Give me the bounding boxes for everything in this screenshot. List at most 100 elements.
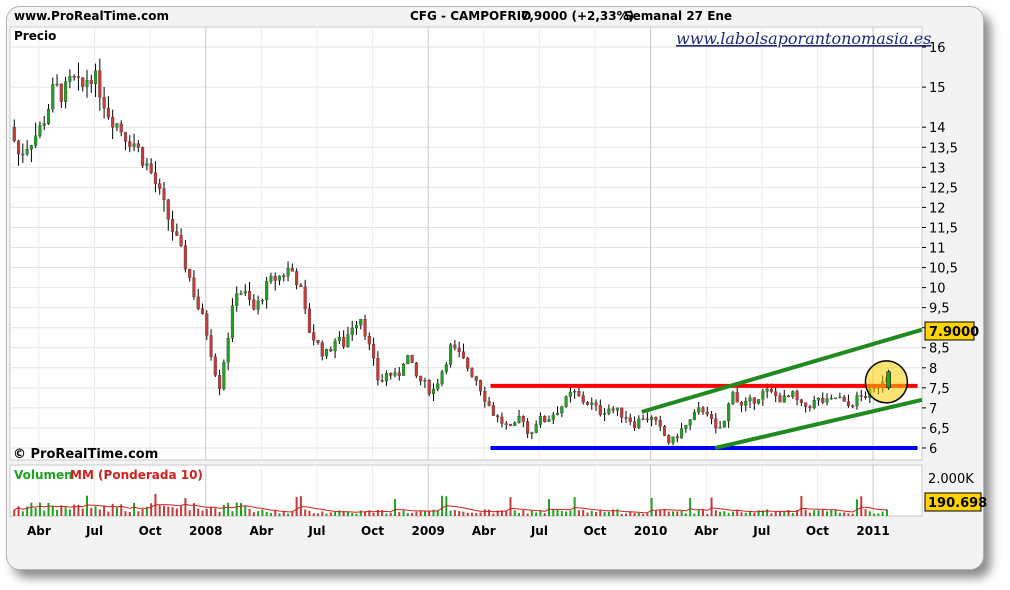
volume-bar <box>595 511 598 516</box>
candle-body <box>662 426 667 436</box>
y-tick-label: 14 <box>929 121 946 136</box>
candle-body <box>282 275 286 277</box>
volume-bar <box>778 511 781 516</box>
volume-bar <box>398 512 401 516</box>
candle-body <box>200 308 205 314</box>
volume-bar <box>496 510 499 516</box>
volume-bar <box>774 511 777 516</box>
volume-bar <box>261 509 264 516</box>
volume-bar <box>269 512 272 516</box>
volume-bar <box>419 510 422 516</box>
candle-body <box>196 296 200 309</box>
volume-bar <box>423 510 426 516</box>
x-tick-label: Abr <box>694 524 718 538</box>
volume-bar <box>321 511 324 516</box>
candle-body <box>615 407 619 411</box>
instrument-name: CFG - CAMPOFRIO <box>410 9 531 23</box>
volume-bar <box>103 505 106 516</box>
candle-body <box>85 80 89 87</box>
volume-bar <box>706 513 709 516</box>
volume-bar <box>834 509 837 516</box>
volume-bar <box>744 512 747 516</box>
x-tick-label: Jul <box>530 524 548 538</box>
candle-body <box>457 347 461 352</box>
volume-bar <box>637 512 640 516</box>
candle-body <box>829 397 833 400</box>
candle-body <box>102 97 106 109</box>
volume-bar <box>526 513 529 516</box>
volume-bar <box>470 512 473 516</box>
y-tick-label: 11 <box>929 242 946 257</box>
candle-body <box>709 414 714 419</box>
candle-body <box>94 70 98 85</box>
volume-bar <box>522 510 525 516</box>
volume-bar <box>543 513 546 516</box>
volume-bar <box>603 512 606 516</box>
channel-upper-line <box>641 327 923 414</box>
candle-body <box>543 415 547 423</box>
candle-body <box>474 376 478 381</box>
y-tick-label: 13,5 <box>929 141 958 156</box>
candle-body <box>21 153 25 156</box>
candle-body <box>765 388 769 392</box>
candle-body <box>863 396 868 398</box>
candle-body <box>534 424 538 433</box>
candle-body <box>598 405 602 415</box>
y-tick-label: 10 <box>929 282 946 297</box>
volume-bar <box>145 506 148 516</box>
volume-tick-2000: 2.000K <box>928 472 974 487</box>
volume-bar <box>287 513 290 516</box>
candle-body <box>115 123 119 128</box>
volume-bar <box>873 513 876 516</box>
volume-bar <box>500 510 503 516</box>
watermark-link[interactable]: www.labolsaporantonomasia.es <box>676 29 931 48</box>
annotations <box>490 327 923 450</box>
candle-body <box>59 83 63 102</box>
candle-body <box>722 420 726 428</box>
candle-body <box>795 391 799 400</box>
candle-body <box>650 417 654 420</box>
volume-bar <box>483 509 486 516</box>
volume-bar <box>710 497 713 516</box>
volume-bar <box>231 511 234 516</box>
volume-bar <box>689 497 692 516</box>
volume-bar <box>749 511 752 516</box>
x-tick-label: Abr <box>249 524 273 538</box>
candle-body <box>265 281 269 301</box>
candle-body <box>307 308 311 333</box>
copyright: © ProRealTime.com <box>13 447 158 462</box>
volume-bar <box>115 507 118 516</box>
candle-body <box>577 390 581 396</box>
volume-bar <box>535 512 538 516</box>
candle-body <box>538 415 542 425</box>
candle-body <box>273 275 277 281</box>
candle-body <box>834 397 838 399</box>
volume-bar <box>218 511 221 516</box>
candle-body <box>444 364 448 372</box>
candle-body <box>256 300 260 310</box>
volume-bar <box>676 511 679 516</box>
candle-body <box>517 415 521 424</box>
candle-body <box>277 275 282 281</box>
site-name-header[interactable]: www.ProRealTime.com <box>14 9 169 23</box>
candle-body <box>568 391 572 397</box>
volume-bar <box>659 509 662 516</box>
candle-body <box>714 418 718 429</box>
volume-bar <box>629 511 632 516</box>
candle-body <box>761 391 765 400</box>
candle-body <box>436 383 440 390</box>
candle-body <box>342 336 346 347</box>
candle-body <box>230 305 234 339</box>
candle-body <box>504 423 508 425</box>
candle-body <box>791 391 795 398</box>
candle-body <box>188 268 192 278</box>
candle-body <box>530 432 534 434</box>
candle-body <box>166 199 170 220</box>
candle-body <box>68 76 72 82</box>
candle-body <box>641 418 645 421</box>
volume-bar <box>304 509 307 516</box>
candle-body <box>183 245 187 270</box>
x-tick-label: Jul <box>752 524 770 538</box>
volume-ma-line <box>14 503 887 514</box>
